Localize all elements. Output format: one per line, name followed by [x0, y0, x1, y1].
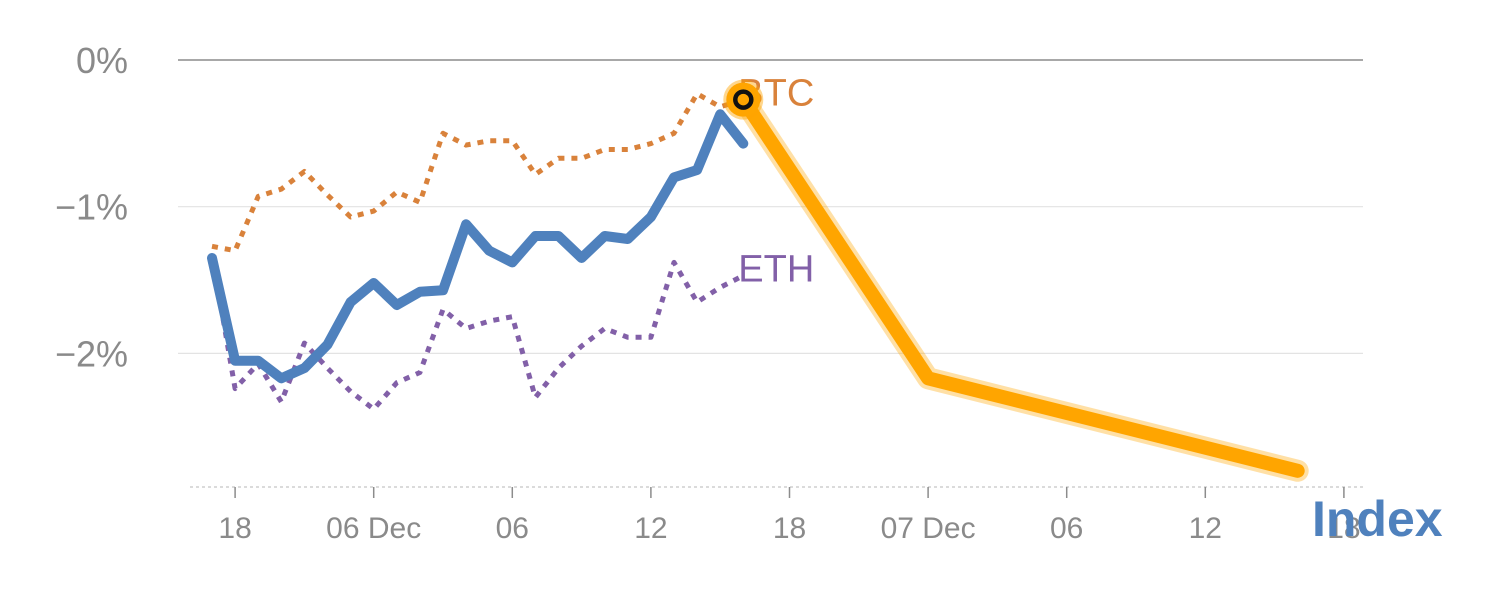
y-tick-label: −2% [55, 333, 128, 374]
highlight-series-line [736, 92, 1305, 478]
index-series-label: Index [1312, 491, 1443, 547]
x-tick-label: 18 [773, 512, 806, 545]
x-tick-label: 18 [218, 512, 251, 545]
eth-series-line [209, 254, 745, 412]
btc-series-line [211, 91, 745, 254]
x-tick-label: 06 [496, 512, 529, 545]
x-tick-label: 06 [1050, 512, 1083, 545]
x-tick-label: 18 [1327, 512, 1360, 545]
y-tick-label: −1% [55, 187, 128, 228]
x-axis-ticks: 18 06 Dec 06 12 18 07 Dec 06 12 18 [218, 487, 1361, 545]
x-tick-label: 12 [634, 512, 667, 545]
highlight-line-glow [732, 88, 1309, 482]
highlight-marker [726, 82, 761, 117]
y-tick-label: 0% [76, 40, 128, 81]
highlight-marker-ring [733, 89, 754, 110]
y-axis-ticks: 0% −1% −2% [55, 40, 128, 374]
series-layer [207, 88, 1309, 482]
grid-layer [178, 59, 1363, 488]
marker-layer [723, 79, 764, 120]
eth-series-label: ETH [738, 249, 814, 291]
x-tick-label: 07 Dec [881, 512, 976, 545]
x-tick-label: 06 Dec [326, 512, 421, 545]
x-tick-label: 12 [1189, 512, 1222, 545]
index-series-line [207, 109, 749, 384]
